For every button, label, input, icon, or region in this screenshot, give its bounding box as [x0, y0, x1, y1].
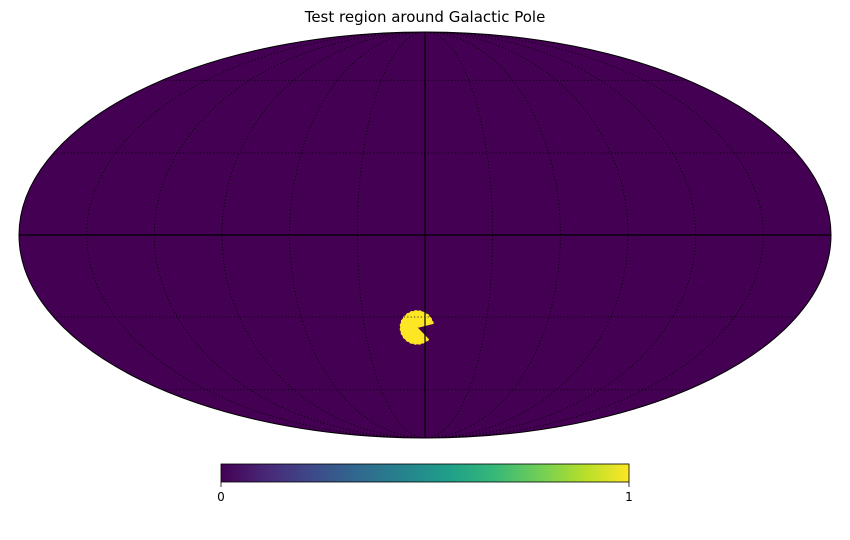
colorbar-tick-label-max: 1 — [625, 490, 633, 504]
map-outline — [18, 31, 832, 439]
colorbar-tick-label-min: 0 — [217, 490, 225, 504]
graticule-meridian — [221, 32, 426, 438]
graticule-meridian — [424, 32, 629, 438]
colorbar: 0 1 — [217, 463, 633, 504]
graticule-meridian — [424, 32, 697, 438]
graticule-meridian — [153, 32, 426, 438]
colorbar-gradient-bar — [220, 463, 630, 483]
graticule-meridian — [356, 32, 426, 438]
chart-title: Test region around Galactic Pole — [304, 8, 546, 26]
